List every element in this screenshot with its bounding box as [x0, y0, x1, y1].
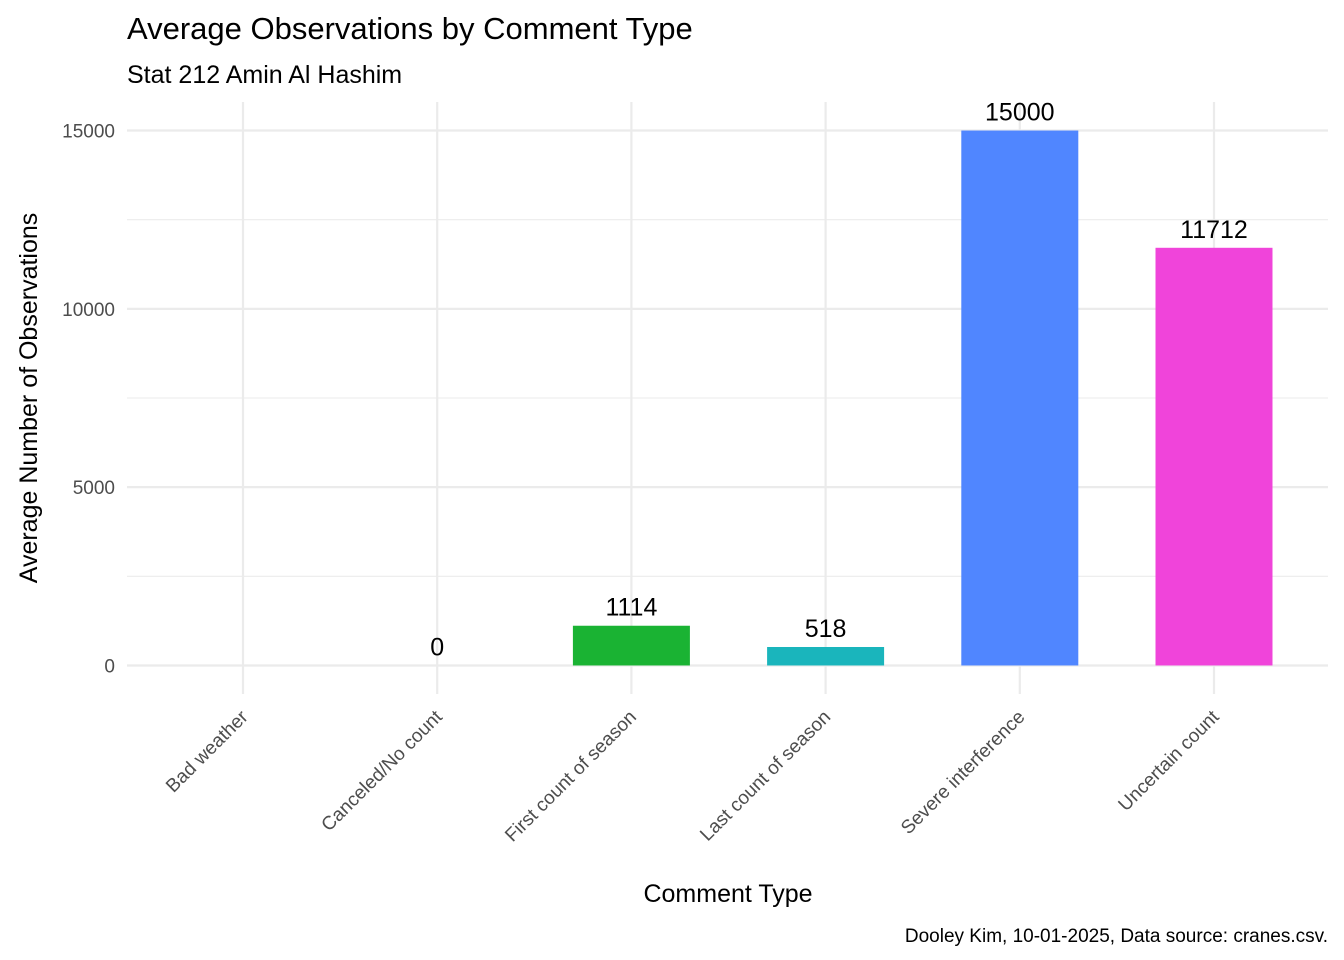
y-axis-ticks: 0 5000 10000 15000	[62, 122, 115, 678]
bar	[572, 625, 690, 666]
x-tick-label: Uncertain count	[1115, 706, 1224, 815]
chart-subtitle: Stat 212 Amin Al Hashim	[127, 61, 402, 89]
x-tick-label: Last count of season	[696, 707, 835, 846]
y-tick-label: 5000	[73, 478, 115, 499]
chart-title: Average Observations by Comment Type	[127, 11, 693, 46]
x-tick-label: Severe interference	[897, 707, 1029, 839]
y-tick-label: 10000	[62, 300, 115, 321]
y-tick-label: 0	[104, 656, 115, 677]
chart-caption: Dooley Kim, 10-01-2025, Data source: cra…	[905, 926, 1328, 947]
bar-value-label: 1114	[605, 594, 657, 622]
bar-value-label: 15000	[985, 99, 1055, 127]
bar	[961, 130, 1079, 666]
y-tick-label: 15000	[62, 122, 115, 143]
x-tick-label: Canceled/No count	[318, 706, 448, 836]
bar	[1155, 247, 1273, 666]
x-tick-label: First count of season	[501, 707, 641, 847]
bar	[767, 646, 885, 666]
data-labels: 0 1114 518 15000 11712	[430, 99, 1248, 662]
bar-value-label: 518	[805, 615, 847, 643]
bar-value-label: 11712	[1180, 216, 1248, 244]
bar-value-label: 0	[430, 633, 444, 661]
x-tick-label: Bad weather	[162, 706, 253, 797]
x-axis-ticks: Bad weather Canceled/No count First count …	[162, 706, 1224, 846]
grid-lines	[127, 102, 1328, 694]
y-axis-label: Average Number of Observations	[15, 213, 43, 584]
x-axis-label: Comment Type	[643, 880, 812, 908]
bars	[572, 130, 1273, 666]
